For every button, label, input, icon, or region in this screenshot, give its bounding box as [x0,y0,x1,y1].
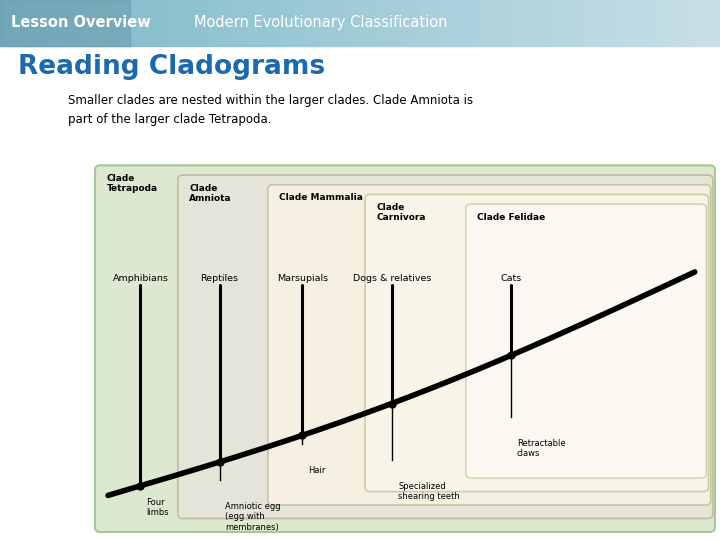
Text: Dogs & relatives: Dogs & relatives [354,274,431,283]
FancyBboxPatch shape [365,194,708,491]
Text: Amphibians: Amphibians [112,274,168,283]
Text: Cats: Cats [500,274,522,283]
FancyBboxPatch shape [268,185,711,505]
Text: Clade Felidae: Clade Felidae [477,213,546,222]
Text: Clade
Tetrapoda: Clade Tetrapoda [107,174,158,193]
FancyBboxPatch shape [178,175,713,518]
FancyBboxPatch shape [466,204,706,478]
Text: Reading Cladograms: Reading Cladograms [18,55,325,80]
Text: Amniotic egg
(egg with
membranes): Amniotic egg (egg with membranes) [225,502,281,532]
Text: Clade Mammalia: Clade Mammalia [279,193,363,202]
Text: Specialized
shearing teeth: Specialized shearing teeth [398,482,460,501]
Text: Clade
Carnivora: Clade Carnivora [377,203,426,222]
Text: Modern Evolutionary Classification: Modern Evolutionary Classification [194,15,448,30]
Text: Hair: Hair [308,466,325,475]
Text: Four
limbs: Four limbs [146,498,168,517]
Text: Reptiles: Reptiles [201,274,238,283]
Text: Marsupials: Marsupials [276,274,328,283]
Text: Smaller clades are nested within the larger clades. Clade Amniota is
part of the: Smaller clades are nested within the lar… [68,94,474,126]
Text: Retractable
claws: Retractable claws [517,439,566,458]
Text: Clade
Amniota: Clade Amniota [189,184,232,203]
FancyBboxPatch shape [95,165,715,532]
Text: Lesson Overview: Lesson Overview [11,15,150,30]
